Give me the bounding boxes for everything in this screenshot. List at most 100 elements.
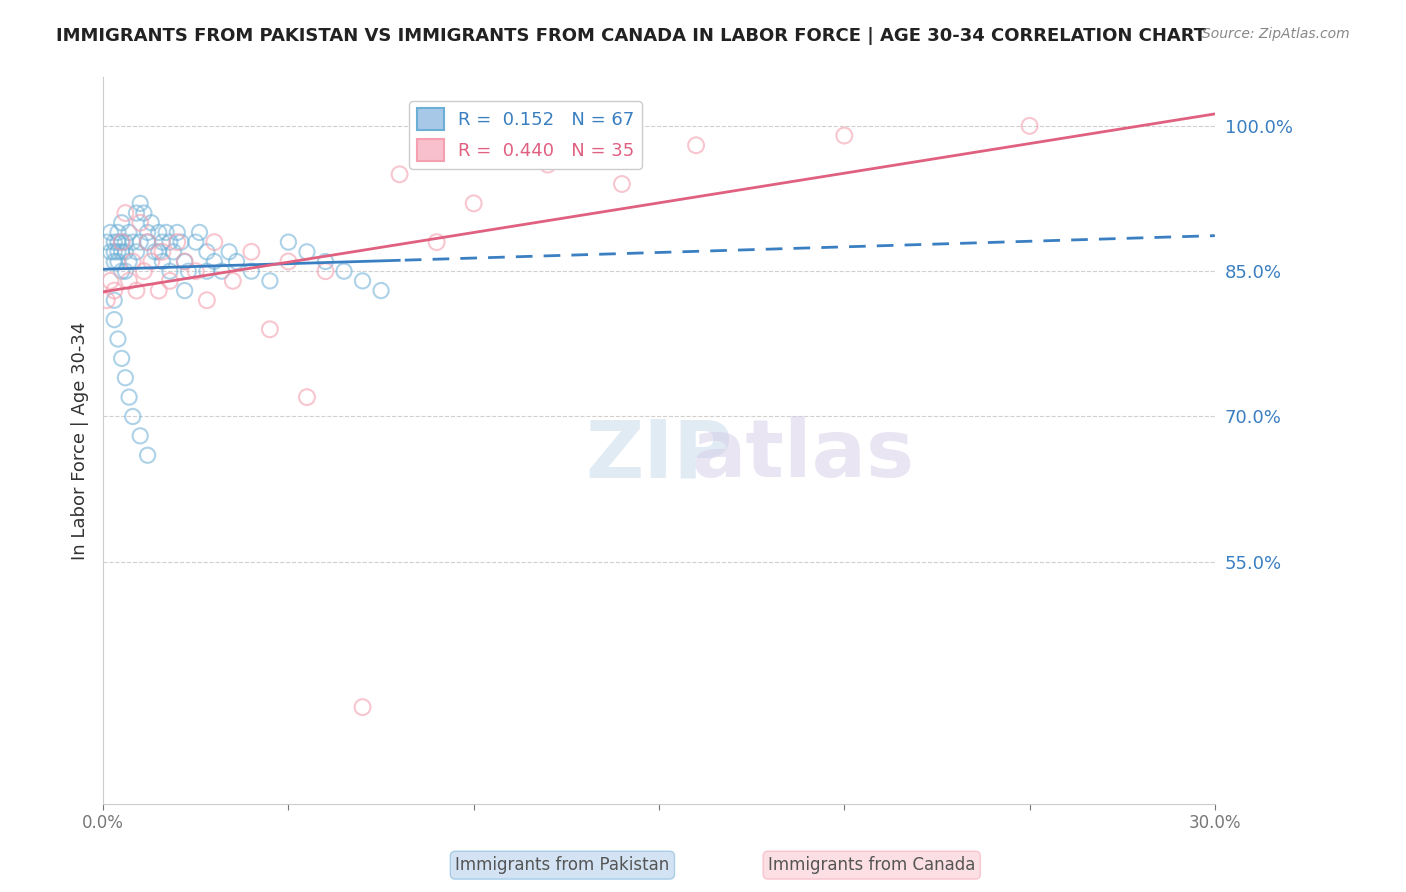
Point bbox=[240, 244, 263, 259]
Point bbox=[121, 235, 143, 249]
Point bbox=[610, 177, 633, 191]
Point bbox=[103, 293, 125, 308]
Point bbox=[173, 254, 195, 268]
Point bbox=[114, 206, 136, 220]
Point bbox=[103, 244, 125, 259]
Point bbox=[125, 206, 148, 220]
Point bbox=[685, 138, 707, 153]
Text: Immigrants from Canada: Immigrants from Canada bbox=[768, 856, 976, 874]
Point bbox=[107, 235, 129, 249]
Point bbox=[195, 264, 218, 278]
Point bbox=[159, 264, 181, 278]
Text: ZIP: ZIP bbox=[585, 417, 733, 494]
Point bbox=[118, 226, 141, 240]
Point bbox=[129, 196, 152, 211]
Point bbox=[103, 312, 125, 326]
Point bbox=[103, 284, 125, 298]
Point bbox=[103, 235, 125, 249]
Point bbox=[352, 700, 374, 714]
Point bbox=[114, 235, 136, 249]
Point bbox=[218, 244, 240, 259]
Point bbox=[1018, 119, 1040, 133]
Point bbox=[129, 429, 152, 443]
Point bbox=[114, 264, 136, 278]
Point bbox=[100, 274, 122, 288]
Point bbox=[136, 235, 159, 249]
Point bbox=[259, 322, 281, 336]
Point bbox=[111, 216, 134, 230]
Point bbox=[152, 244, 174, 259]
Point bbox=[103, 254, 125, 268]
Point bbox=[141, 254, 163, 268]
Point bbox=[195, 244, 218, 259]
Point bbox=[463, 196, 485, 211]
Point bbox=[118, 274, 141, 288]
Point bbox=[222, 274, 245, 288]
Point bbox=[96, 293, 118, 308]
Point bbox=[170, 235, 193, 249]
Legend: R =  0.152   N = 67, R =  0.440   N = 35: R = 0.152 N = 67, R = 0.440 N = 35 bbox=[409, 101, 641, 169]
Point bbox=[295, 390, 318, 404]
Point bbox=[148, 226, 170, 240]
Point bbox=[148, 244, 170, 259]
Point bbox=[173, 254, 195, 268]
Point bbox=[159, 274, 181, 288]
Point bbox=[148, 284, 170, 298]
Text: atlas: atlas bbox=[692, 417, 915, 494]
Point bbox=[136, 226, 159, 240]
Point bbox=[141, 216, 163, 230]
Point bbox=[173, 284, 195, 298]
Point bbox=[107, 244, 129, 259]
Point bbox=[388, 167, 411, 181]
Point bbox=[100, 244, 122, 259]
Point bbox=[129, 235, 152, 249]
Point bbox=[111, 351, 134, 366]
Point bbox=[111, 235, 134, 249]
Point bbox=[211, 264, 233, 278]
Point bbox=[107, 226, 129, 240]
Point bbox=[111, 235, 134, 249]
Point bbox=[370, 284, 392, 298]
Point bbox=[314, 254, 336, 268]
Y-axis label: In Labor Force | Age 30-34: In Labor Force | Age 30-34 bbox=[72, 321, 89, 560]
Point bbox=[240, 264, 263, 278]
Point bbox=[159, 235, 181, 249]
Point bbox=[314, 264, 336, 278]
Point bbox=[195, 293, 218, 308]
Point bbox=[125, 244, 148, 259]
Point bbox=[537, 158, 560, 172]
Point bbox=[259, 274, 281, 288]
Point bbox=[426, 235, 449, 249]
Point bbox=[333, 264, 356, 278]
Point bbox=[152, 254, 174, 268]
Point bbox=[225, 254, 247, 268]
Point bbox=[136, 448, 159, 462]
Point bbox=[107, 332, 129, 346]
Point bbox=[155, 226, 177, 240]
Text: IMMIGRANTS FROM PAKISTAN VS IMMIGRANTS FROM CANADA IN LABOR FORCE | AGE 30-34 CO: IMMIGRANTS FROM PAKISTAN VS IMMIGRANTS F… bbox=[56, 27, 1206, 45]
Point bbox=[121, 409, 143, 424]
Point bbox=[107, 254, 129, 268]
Point bbox=[162, 244, 184, 259]
Point bbox=[166, 235, 188, 249]
Point bbox=[96, 235, 118, 249]
Point bbox=[111, 244, 134, 259]
Point bbox=[118, 254, 141, 268]
Text: Source: ZipAtlas.com: Source: ZipAtlas.com bbox=[1202, 27, 1350, 41]
Point bbox=[132, 264, 155, 278]
Point bbox=[143, 244, 166, 259]
Point bbox=[277, 254, 299, 268]
Point bbox=[121, 254, 143, 268]
Point bbox=[188, 226, 211, 240]
Point bbox=[114, 370, 136, 384]
Point bbox=[277, 235, 299, 249]
Point bbox=[352, 274, 374, 288]
Point bbox=[202, 254, 225, 268]
Point bbox=[132, 206, 155, 220]
Point bbox=[114, 244, 136, 259]
Point bbox=[111, 264, 134, 278]
Point bbox=[136, 235, 159, 249]
Text: Immigrants from Pakistan: Immigrants from Pakistan bbox=[456, 856, 669, 874]
Point bbox=[177, 264, 200, 278]
Point bbox=[295, 244, 318, 259]
